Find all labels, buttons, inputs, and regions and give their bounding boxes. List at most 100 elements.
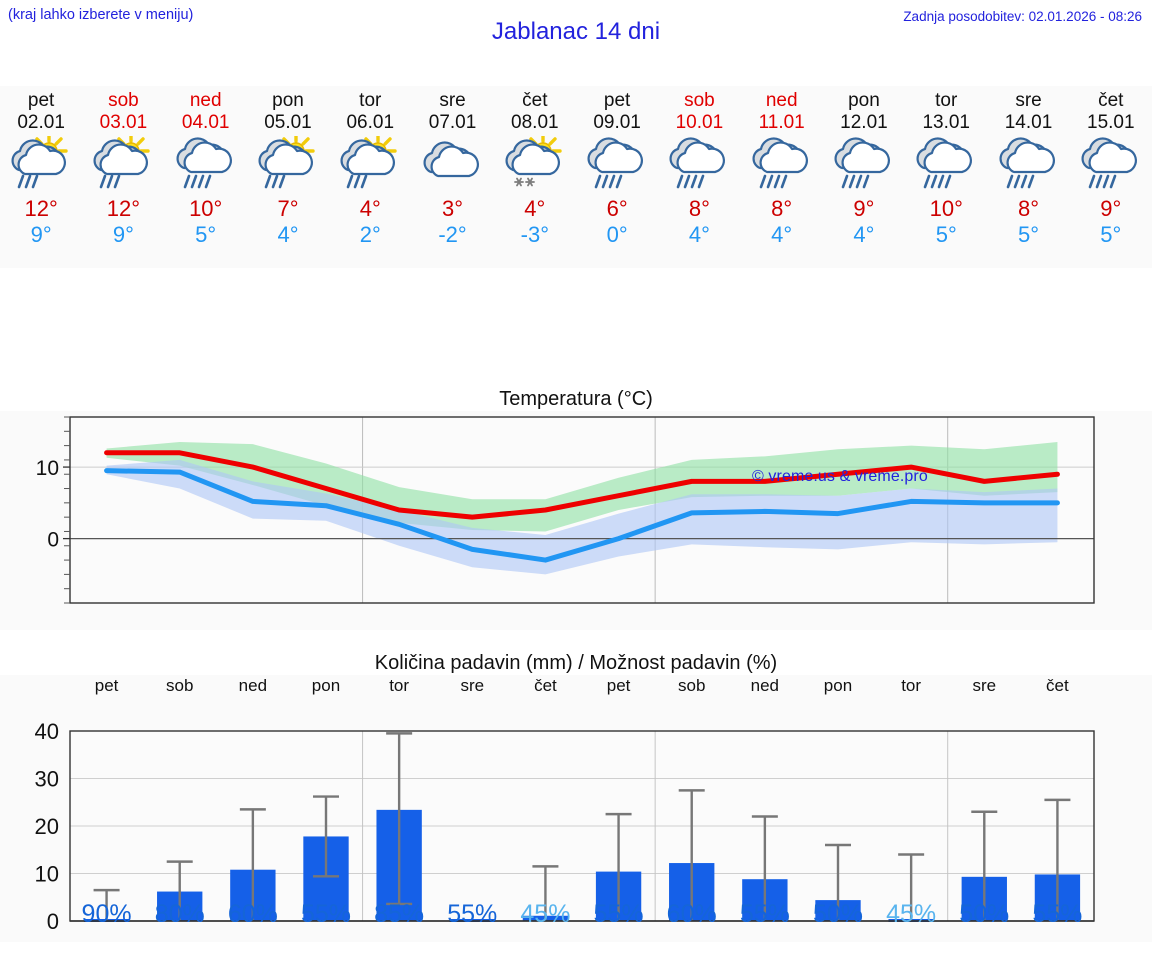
precipitation-error-bar	[971, 810, 998, 921]
forecast-day-3[interactable]: ned 04.01 10° 5°	[165, 86, 247, 268]
precipitation-probability: 55%	[1032, 900, 1083, 928]
cloud-rain-icon	[587, 137, 644, 189]
forecast-day-10[interactable]: ned 11.01 8° 4°	[741, 86, 823, 268]
precipitation-ytick-label: 20	[35, 814, 59, 839]
max-temperature: 10°	[189, 196, 223, 221]
precipitation-chart-title: Količina padavin (mm) / Možnost padavin …	[0, 646, 1152, 675]
precipitation-chart-block: Količina padavin (mm) / Možnost padavin …	[0, 646, 1152, 942]
precipitation-day-label: ned	[238, 676, 268, 695]
forecast-day-12[interactable]: tor 13.01 10° 5°	[905, 86, 987, 268]
precipitation-probability: 45%	[520, 900, 571, 928]
sun-cloud-rain-icon	[93, 132, 151, 189]
day-name: čet	[522, 90, 548, 111]
forecast-day-2[interactable]: sob 03.01 12° 9°	[82, 86, 164, 268]
precipitation-error-bar	[313, 795, 339, 878]
max-temperature: 10°	[929, 196, 963, 221]
precipitation-error-bar	[751, 815, 778, 921]
precipitation-probability: 50%	[812, 900, 863, 928]
day-name: sre	[1015, 90, 1042, 111]
max-temperature: 9°	[853, 196, 875, 221]
min-temperature: 9°	[112, 222, 134, 247]
weather-icon-wrapper	[993, 136, 1065, 194]
min-temperature: 4°	[277, 222, 299, 247]
weather-icon-wrapper	[746, 136, 818, 194]
weather-icon-wrapper	[910, 136, 982, 194]
weather-icon-wrapper	[581, 136, 653, 194]
forecast-day-8[interactable]: pet 09.01 6° 0°	[576, 86, 658, 268]
sun-cloud-rain-icon	[11, 132, 68, 189]
forecast-day-1[interactable]: pet 02.01 12° 9°	[0, 86, 82, 268]
temperature-series-2	[104, 468, 1060, 563]
sun-cloud-rain-icon	[340, 132, 397, 189]
max-temperature: 8°	[771, 196, 793, 221]
day-name: sob	[684, 90, 715, 111]
precipitation-error-bar	[93, 888, 120, 921]
precipitation-probability-row: 90% 80% 60% 55% 85% 55% 45% 55% 60% 55% 50% 45% 50% 5…	[70, 900, 1094, 936]
precipitation-plot-svg: 0 10 20 30 40	[35, 719, 1095, 934]
cloud-rain-icon	[916, 137, 973, 189]
cloud-rain-icon	[1081, 137, 1137, 189]
day-date: 03.01	[99, 112, 148, 133]
precipitation-day-label: ned	[750, 676, 780, 695]
weather-icon-wrapper	[252, 132, 324, 194]
weather-icon-wrapper	[87, 132, 159, 194]
precipitation-error-bar	[678, 789, 705, 921]
day-date: 06.01	[346, 112, 395, 133]
watermark-label: © vreme.us & vreme.pro	[752, 468, 928, 485]
precipitation-error-bar	[825, 843, 851, 921]
weather-icon-wrapper	[417, 136, 489, 194]
temperature-band-2	[106, 459, 1058, 575]
forecast-day-5[interactable]: tor 06.01 4° 2°	[329, 86, 411, 268]
precipitation-probability: 55%	[593, 900, 644, 928]
min-temperature: 5°	[935, 222, 957, 247]
cloud-icon	[423, 141, 479, 178]
min-temperature: 4°	[688, 222, 710, 247]
precipitation-plot: 0 10 20 30 40	[0, 675, 1152, 937]
precipitation-probability: 90%	[81, 900, 132, 928]
forecast-strip: pet 02.01 12° 9° sob 03.01 12° 9° ned 04.01 10° 5° p…	[0, 86, 1152, 268]
day-date: 14.01	[1004, 112, 1053, 133]
min-temperature: 0°	[606, 222, 628, 247]
min-temperature: 9°	[30, 222, 52, 247]
day-date: 12.01	[840, 112, 888, 133]
min-temperature: -2°	[438, 222, 467, 247]
min-temperature: 5°	[1100, 222, 1122, 247]
precipitation-day-label: tor	[901, 676, 922, 695]
min-temperature: 4°	[853, 222, 875, 247]
day-date: 09.01	[593, 112, 641, 133]
day-name: sre	[439, 90, 466, 111]
forecast-day-13[interactable]: sre 14.01 8° 5°	[987, 86, 1069, 268]
max-temperature: 12°	[24, 196, 58, 221]
precipitation-day-label: pon	[823, 676, 853, 695]
forecast-day-6[interactable]: sre 07.01 3° -2°	[411, 86, 493, 268]
precipitation-ytick-label: 40	[35, 719, 59, 744]
temperature-series-1	[104, 450, 1060, 520]
min-temperature: 4°	[771, 222, 793, 247]
precipitation-probability: 55%	[447, 900, 498, 928]
forecast-day-14[interactable]: čet 15.01 9° 5°	[1070, 86, 1152, 268]
day-name: tor	[935, 90, 958, 111]
cloud-rain-icon	[999, 137, 1055, 189]
day-name: ned	[765, 90, 798, 111]
precipitation-error-bar	[239, 808, 266, 921]
precipitation-day-label: sre	[460, 676, 485, 695]
day-date: 15.01	[1087, 112, 1135, 133]
precipitation-probability: 85%	[374, 900, 425, 928]
forecast-day-9[interactable]: sob 10.01 8° 4°	[658, 86, 740, 268]
sun-cloud-snow-icon	[505, 132, 562, 187]
precipitation-error-bar	[532, 865, 559, 921]
day-date: 07.01	[428, 112, 477, 133]
precipitation-day-label: pet	[94, 676, 119, 695]
forecast-day-7[interactable]: čet 08.01 4° -3°	[494, 86, 576, 268]
cloud-rain-icon	[669, 137, 726, 189]
day-date: 11.01	[758, 112, 805, 133]
last-updated-label: Zadnja posodobitev: 02.01.2026 - 08:26	[903, 9, 1142, 24]
temperature-ytick-label: 0	[47, 529, 59, 552]
day-name: pet	[27, 90, 55, 111]
forecast-day-4[interactable]: pon 05.01 7° 4°	[247, 86, 329, 268]
forecast-day-11[interactable]: pon 12.01 9° 4°	[823, 86, 905, 268]
day-date: 08.01	[511, 112, 559, 133]
precipitation-error-bar	[386, 732, 413, 906]
temperature-plot: 0 10	[0, 411, 1152, 623]
max-temperature: 12°	[106, 196, 141, 221]
